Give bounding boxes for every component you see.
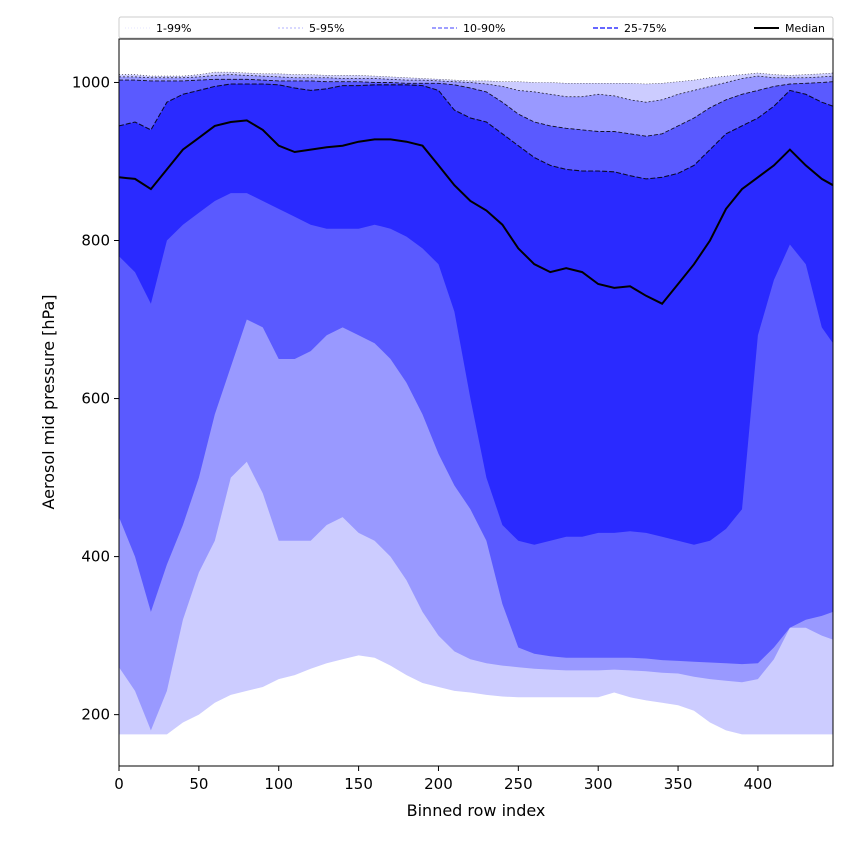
legend-label: 25-75% [624, 22, 666, 35]
y-tick-label: 200 [81, 706, 110, 724]
plot-frame [118, 38, 834, 767]
x-tick-label: 250 [504, 775, 533, 793]
legend-label: 5-95% [309, 22, 344, 35]
legend-box [118, 16, 834, 39]
legend-label: 10-90% [463, 22, 505, 35]
x-tick-label: 400 [744, 775, 773, 793]
y-tick-label: 800 [81, 232, 110, 250]
median-layer [119, 119, 833, 305]
y-tick-label: 1000 [72, 73, 110, 91]
band-upper-edge-10-90pct [119, 78, 833, 137]
y-axis: 200 400 600 800 1000 [72, 73, 119, 724]
band-upper-edge-1-99pct [119, 71, 833, 85]
legend-label: 1-99% [156, 22, 191, 35]
band-25-75pct [119, 84, 833, 545]
legend: 1-99% 5-95% 10-90% 25-75% Median [118, 16, 834, 39]
median-line [119, 119, 833, 305]
y-axis-label: Aerosol mid pressure [hPa] [39, 294, 58, 509]
x-tick-label: 100 [264, 775, 293, 793]
x-tick-label: 350 [664, 775, 693, 793]
y-tick-label: 600 [81, 390, 110, 408]
x-tick-label: 0 [114, 775, 124, 793]
bands-layer [119, 71, 833, 735]
x-axis: 0 50 100 150 200 250 300 350 400 [114, 766, 772, 793]
x-tick-label: 300 [584, 775, 613, 793]
y-tick-label: 400 [81, 548, 110, 566]
x-axis-label: Binned row index [407, 801, 546, 820]
x-tick-label: 150 [344, 775, 373, 793]
legend-label: Median [785, 22, 825, 35]
x-tick-label: 50 [189, 775, 208, 793]
band-upper-edge-25-75pct [119, 83, 833, 180]
x-tick-label: 200 [424, 775, 453, 793]
